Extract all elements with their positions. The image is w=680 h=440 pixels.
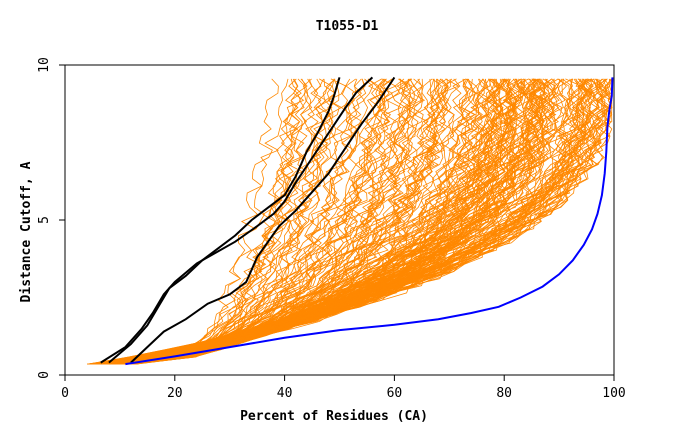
model-curve bbox=[94, 78, 613, 365]
model-curve bbox=[116, 78, 393, 365]
model-curve bbox=[114, 78, 504, 365]
model-curve bbox=[125, 78, 527, 365]
model-curve bbox=[97, 78, 436, 365]
model-curve bbox=[125, 78, 319, 365]
model-curve bbox=[94, 78, 393, 365]
model-curve bbox=[114, 78, 549, 365]
x-tick-label: 20 bbox=[167, 386, 183, 401]
model-curve bbox=[136, 78, 609, 365]
chart-title: T1055-D1 bbox=[316, 19, 379, 34]
model-curve bbox=[99, 78, 512, 365]
model-curve bbox=[125, 78, 561, 365]
x-tick-label: 0 bbox=[61, 386, 69, 401]
x-axis-label: Percent of Residues (CA) bbox=[240, 409, 428, 424]
model-curve bbox=[121, 78, 410, 365]
model-curve bbox=[130, 78, 548, 365]
highlighted-series-line-2 bbox=[100, 76, 374, 364]
model-curve bbox=[93, 78, 544, 365]
model-curve bbox=[118, 78, 347, 365]
x-tick-label: 100 bbox=[602, 386, 625, 401]
model-curve bbox=[113, 78, 374, 365]
model-curve bbox=[120, 78, 467, 365]
model-curve bbox=[98, 78, 372, 365]
model-curve bbox=[88, 78, 366, 365]
model-curve bbox=[94, 78, 337, 365]
model-curve bbox=[113, 78, 289, 365]
model-curve bbox=[97, 78, 402, 365]
model-curve bbox=[127, 78, 353, 365]
model-curve bbox=[89, 78, 509, 365]
model-curve bbox=[134, 78, 598, 365]
model-curve bbox=[101, 78, 340, 365]
model-curve bbox=[126, 78, 299, 365]
model-curve bbox=[99, 78, 582, 365]
highlighted-series-line-1 bbox=[108, 77, 341, 364]
model-curve bbox=[135, 78, 302, 365]
model-curve bbox=[102, 78, 518, 365]
model-curve bbox=[91, 78, 412, 365]
x-tick-label: 80 bbox=[496, 386, 512, 401]
y-axis-label: Distance Cutoff, A bbox=[19, 161, 34, 302]
axis-ticks: 0 20 40 60 80 100 0 5 10 bbox=[37, 57, 626, 401]
y-tick-label: 10 bbox=[37, 57, 52, 73]
model-curve bbox=[122, 78, 313, 365]
model-curve bbox=[130, 78, 385, 365]
y-tick-label: 0 bbox=[37, 371, 52, 379]
model-curve bbox=[108, 78, 306, 365]
model-curve bbox=[119, 78, 279, 365]
model-curve bbox=[88, 78, 504, 365]
reference-series-line bbox=[125, 77, 614, 366]
model-curves bbox=[87, 78, 613, 365]
x-tick-label: 40 bbox=[277, 386, 293, 401]
model-curve bbox=[113, 78, 336, 365]
model-curve bbox=[129, 78, 340, 365]
y-tick-label: 5 bbox=[37, 216, 52, 224]
x-tick-label: 60 bbox=[387, 386, 403, 401]
model-curve bbox=[128, 78, 518, 365]
highlighted-curves bbox=[100, 76, 614, 366]
model-curve bbox=[120, 78, 382, 365]
model-curve bbox=[126, 78, 433, 365]
highlighted-series-line-3 bbox=[130, 76, 396, 364]
model-curve bbox=[92, 78, 502, 365]
